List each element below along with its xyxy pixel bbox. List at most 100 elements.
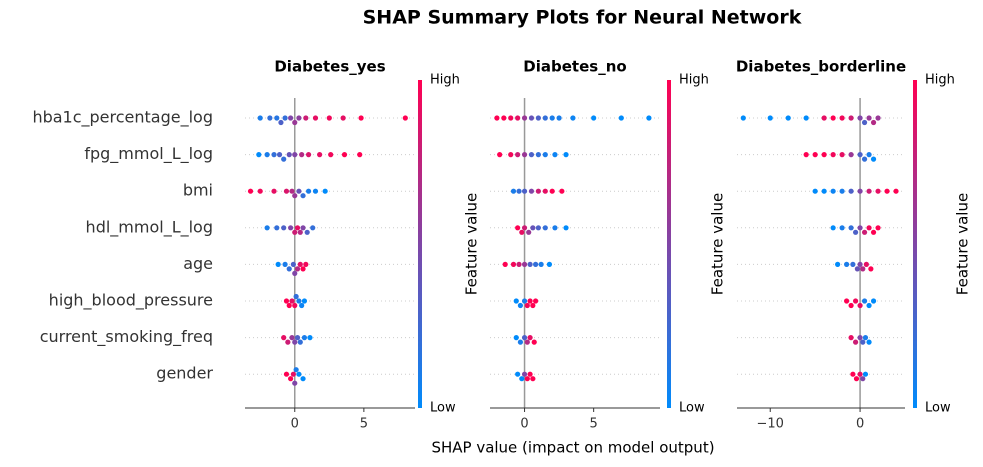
shap-point: [515, 152, 521, 158]
colorbar-high: High: [679, 73, 709, 88]
shap-point: [538, 261, 544, 267]
shap-point: [310, 225, 316, 231]
shap-point: [857, 371, 863, 377]
shap-point: [857, 115, 863, 121]
shap-point: [870, 156, 877, 162]
shap-point: [283, 188, 290, 194]
shap-point: [524, 376, 530, 382]
shap-point: [521, 371, 528, 377]
shap-point: [862, 371, 869, 377]
shap-point: [286, 266, 292, 272]
shap-point: [862, 335, 869, 341]
shap-point: [527, 261, 533, 267]
shap-point: [866, 188, 872, 194]
shap-point: [848, 225, 854, 231]
colorbar-label: Feature value: [954, 193, 972, 295]
shap-point: [341, 152, 348, 158]
shap-point: [852, 298, 859, 304]
shap-point: [870, 229, 877, 235]
shap-point: [835, 261, 841, 267]
shap-point: [257, 115, 263, 121]
panel-title: Diabetes_no: [523, 58, 626, 76]
shap-point: [884, 188, 890, 194]
shap-point: [542, 115, 548, 121]
panel-title: Diabetes_yes: [274, 58, 385, 76]
shap-point: [293, 367, 299, 373]
shap-point: [857, 152, 863, 158]
shap-point: [542, 152, 548, 158]
shap-point: [563, 225, 569, 231]
colorbar-low: Low: [430, 401, 456, 416]
shap-point: [549, 188, 555, 194]
shap-point: [854, 266, 860, 272]
shap-point: [513, 298, 519, 304]
shap-point: [848, 188, 854, 194]
x-tick-label: 5: [360, 417, 368, 432]
shap-point: [839, 225, 845, 231]
shap-point: [282, 115, 288, 121]
shap-point: [848, 115, 854, 121]
shap-point: [556, 115, 562, 121]
shap-point: [292, 229, 298, 235]
shap-point: [276, 152, 283, 158]
shap-point: [870, 119, 877, 126]
shap-point: [848, 152, 854, 158]
shap-point: [875, 188, 881, 194]
shap-point: [301, 298, 308, 304]
shap-point: [301, 335, 308, 341]
shap-point: [535, 115, 541, 121]
x-tick-label: −10: [757, 417, 784, 432]
shap-point: [866, 339, 872, 345]
shap-point: [289, 335, 295, 341]
shap-point: [861, 298, 868, 304]
shap-point: [402, 115, 408, 121]
shap-point: [767, 115, 773, 121]
shap-point: [860, 266, 866, 272]
shap-point: [740, 115, 746, 121]
shap-point: [283, 298, 290, 304]
shap-point: [299, 152, 305, 158]
shap-point: [528, 115, 535, 121]
shap-point: [515, 115, 521, 121]
shap-point: [264, 152, 270, 158]
shap-point: [516, 188, 522, 194]
colorbar: [913, 80, 917, 408]
shap-point: [803, 115, 809, 121]
shap-point: [292, 380, 298, 386]
shap-point: [830, 225, 836, 231]
shap-point: [528, 152, 535, 158]
shap-point: [340, 115, 346, 121]
shap-point: [508, 115, 514, 121]
feature-label: high_blood_pressure: [49, 291, 213, 311]
figure-title: SHAP Summary Plots for Neural Network: [363, 7, 802, 29]
colorbar: [418, 80, 422, 408]
shap-point: [531, 339, 537, 345]
shap-point: [542, 225, 548, 231]
shap-point: [290, 371, 296, 377]
shap-point: [281, 225, 287, 231]
feature-label: fpg_mmol_L_log: [84, 144, 213, 164]
shap-point: [307, 335, 313, 341]
shap-point: [303, 261, 309, 267]
shap-point: [524, 339, 530, 345]
shap-point: [247, 188, 254, 194]
shap-point: [300, 225, 306, 231]
shap-point: [357, 152, 363, 158]
shap-point: [535, 225, 541, 231]
shap-point: [868, 266, 874, 272]
shap-point: [821, 152, 827, 158]
shap-point: [875, 225, 881, 231]
shap-point: [501, 115, 507, 121]
shap-point: [530, 376, 536, 382]
shap-point: [839, 115, 845, 121]
shap-point: [860, 339, 866, 345]
shap-point: [292, 270, 298, 276]
shap-point: [521, 298, 528, 304]
shap-point: [812, 188, 818, 194]
shap-point: [519, 376, 525, 382]
shap-point: [296, 298, 302, 304]
shap-point: [275, 261, 281, 267]
shap-point: [494, 115, 500, 121]
shap-point: [860, 376, 866, 382]
shap-point: [861, 229, 868, 235]
